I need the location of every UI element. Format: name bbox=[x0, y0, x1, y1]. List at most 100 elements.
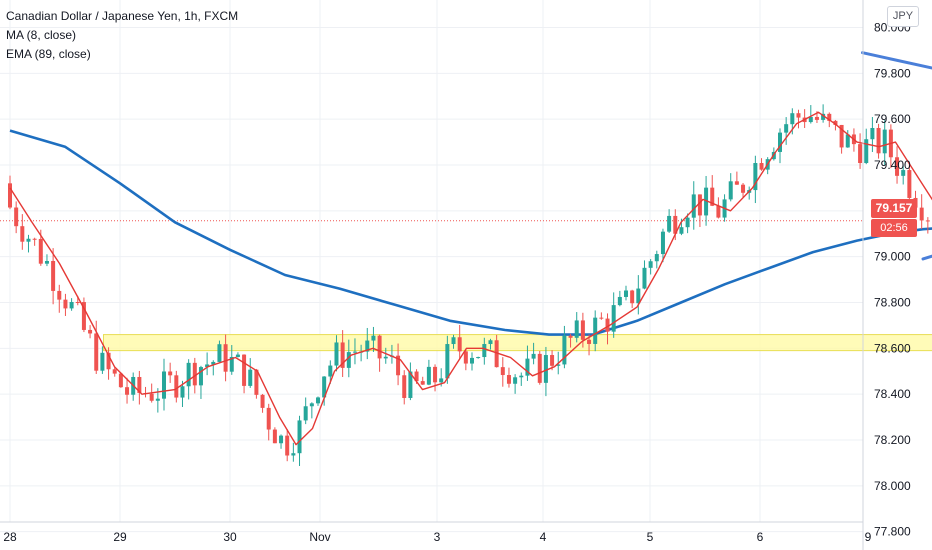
ema-legend[interactable]: EMA (89, close) bbox=[6, 47, 91, 61]
candle bbox=[205, 352, 210, 376]
candle bbox=[864, 128, 869, 165]
candle bbox=[365, 327, 370, 360]
candle bbox=[895, 146, 900, 184]
candle bbox=[599, 312, 604, 320]
candle bbox=[426, 359, 431, 386]
candle bbox=[396, 343, 401, 386]
candle bbox=[759, 158, 764, 171]
candle bbox=[211, 360, 216, 376]
candle bbox=[309, 402, 314, 419]
price-tick-label: 78.200 bbox=[874, 433, 911, 447]
price-tick-label: 79.600 bbox=[874, 112, 911, 126]
candle bbox=[833, 119, 838, 131]
candle bbox=[32, 237, 37, 246]
currency-badge[interactable]: JPY bbox=[887, 6, 919, 27]
candle bbox=[162, 358, 166, 411]
candle bbox=[784, 117, 789, 145]
time-axis[interactable]: 28 29 30 Nov 3 4 5 6 9 bbox=[3, 530, 871, 544]
candle bbox=[383, 347, 388, 364]
time-tick-label: Nov bbox=[309, 530, 330, 544]
ma-8-layer bbox=[9, 111, 932, 446]
candle bbox=[630, 289, 635, 309]
candle bbox=[334, 335, 339, 372]
support-zone[interactable] bbox=[103, 334, 932, 352]
candle bbox=[667, 209, 672, 233]
candle bbox=[537, 350, 542, 385]
candles-layer bbox=[8, 104, 930, 466]
candle bbox=[137, 370, 142, 405]
candle bbox=[94, 320, 99, 374]
candle bbox=[568, 333, 573, 348]
candle bbox=[168, 362, 173, 383]
candle bbox=[734, 171, 739, 185]
candle bbox=[845, 130, 850, 148]
ma-legend[interactable]: MA (8, close) bbox=[6, 28, 77, 42]
time-tick-label: 30 bbox=[223, 530, 237, 544]
candle bbox=[624, 285, 628, 301]
candle bbox=[617, 290, 622, 307]
candle bbox=[870, 117, 875, 153]
candle bbox=[88, 325, 93, 339]
candle bbox=[291, 442, 296, 462]
candle bbox=[728, 173, 733, 202]
candle bbox=[20, 214, 25, 250]
candle bbox=[636, 275, 641, 315]
candle bbox=[457, 324, 462, 360]
candle bbox=[266, 403, 271, 441]
candle bbox=[8, 175, 12, 210]
candle bbox=[377, 334, 382, 372]
candle bbox=[420, 376, 425, 385]
ma-8-line[interactable] bbox=[9, 111, 932, 446]
candle bbox=[660, 228, 665, 263]
candle bbox=[519, 372, 524, 386]
candle bbox=[248, 358, 253, 388]
time-tick-label: 9 bbox=[865, 530, 872, 544]
ema-89-line[interactable] bbox=[9, 129, 932, 336]
candle bbox=[476, 356, 481, 359]
candle bbox=[716, 197, 721, 219]
candle bbox=[303, 397, 308, 425]
price-axis[interactable]: 80.00079.80079.60079.40079.20079.00078.8… bbox=[874, 21, 911, 539]
candle bbox=[279, 434, 284, 449]
candle bbox=[506, 367, 511, 388]
chart-legend: Canadian Dollar / Japanese Yen, 1h, FXCM… bbox=[6, 7, 238, 64]
candle bbox=[229, 345, 234, 375]
candle bbox=[340, 330, 345, 377]
candle bbox=[125, 377, 130, 404]
symbol-title[interactable]: Canadian Dollar / Japanese Yen, 1h, FXCM bbox=[6, 9, 239, 23]
bar-countdown-label: 02:56 bbox=[871, 219, 917, 237]
candle bbox=[352, 338, 357, 365]
candle bbox=[525, 345, 530, 381]
candle bbox=[272, 427, 277, 444]
candle bbox=[69, 298, 74, 311]
candle bbox=[482, 337, 487, 365]
time-tick-label: 6 bbox=[757, 530, 764, 544]
candle bbox=[143, 386, 148, 398]
time-tick-label: 29 bbox=[113, 530, 127, 544]
candle bbox=[550, 350, 555, 371]
triangle-lower-trendline[interactable] bbox=[921, 149, 932, 261]
candle bbox=[858, 133, 863, 169]
price-tick-label: 78.400 bbox=[874, 387, 911, 401]
drawings-layer bbox=[861, 51, 932, 261]
price-tick-label: 78.000 bbox=[874, 479, 911, 493]
candle bbox=[593, 310, 598, 352]
candle bbox=[574, 312, 579, 343]
time-tick-label: 28 bbox=[3, 530, 17, 544]
candle bbox=[285, 429, 290, 462]
candle bbox=[753, 155, 758, 204]
candle bbox=[796, 109, 801, 129]
candle bbox=[611, 292, 616, 338]
candle bbox=[100, 346, 105, 374]
time-tick-label: 5 bbox=[647, 530, 654, 544]
candle bbox=[402, 370, 407, 405]
candle bbox=[648, 259, 653, 275]
candle bbox=[463, 349, 468, 371]
candle bbox=[654, 250, 659, 269]
candle bbox=[882, 120, 887, 166]
candle bbox=[494, 334, 499, 368]
ema-89-layer bbox=[9, 129, 932, 336]
candle bbox=[543, 346, 548, 397]
candle bbox=[907, 163, 912, 204]
